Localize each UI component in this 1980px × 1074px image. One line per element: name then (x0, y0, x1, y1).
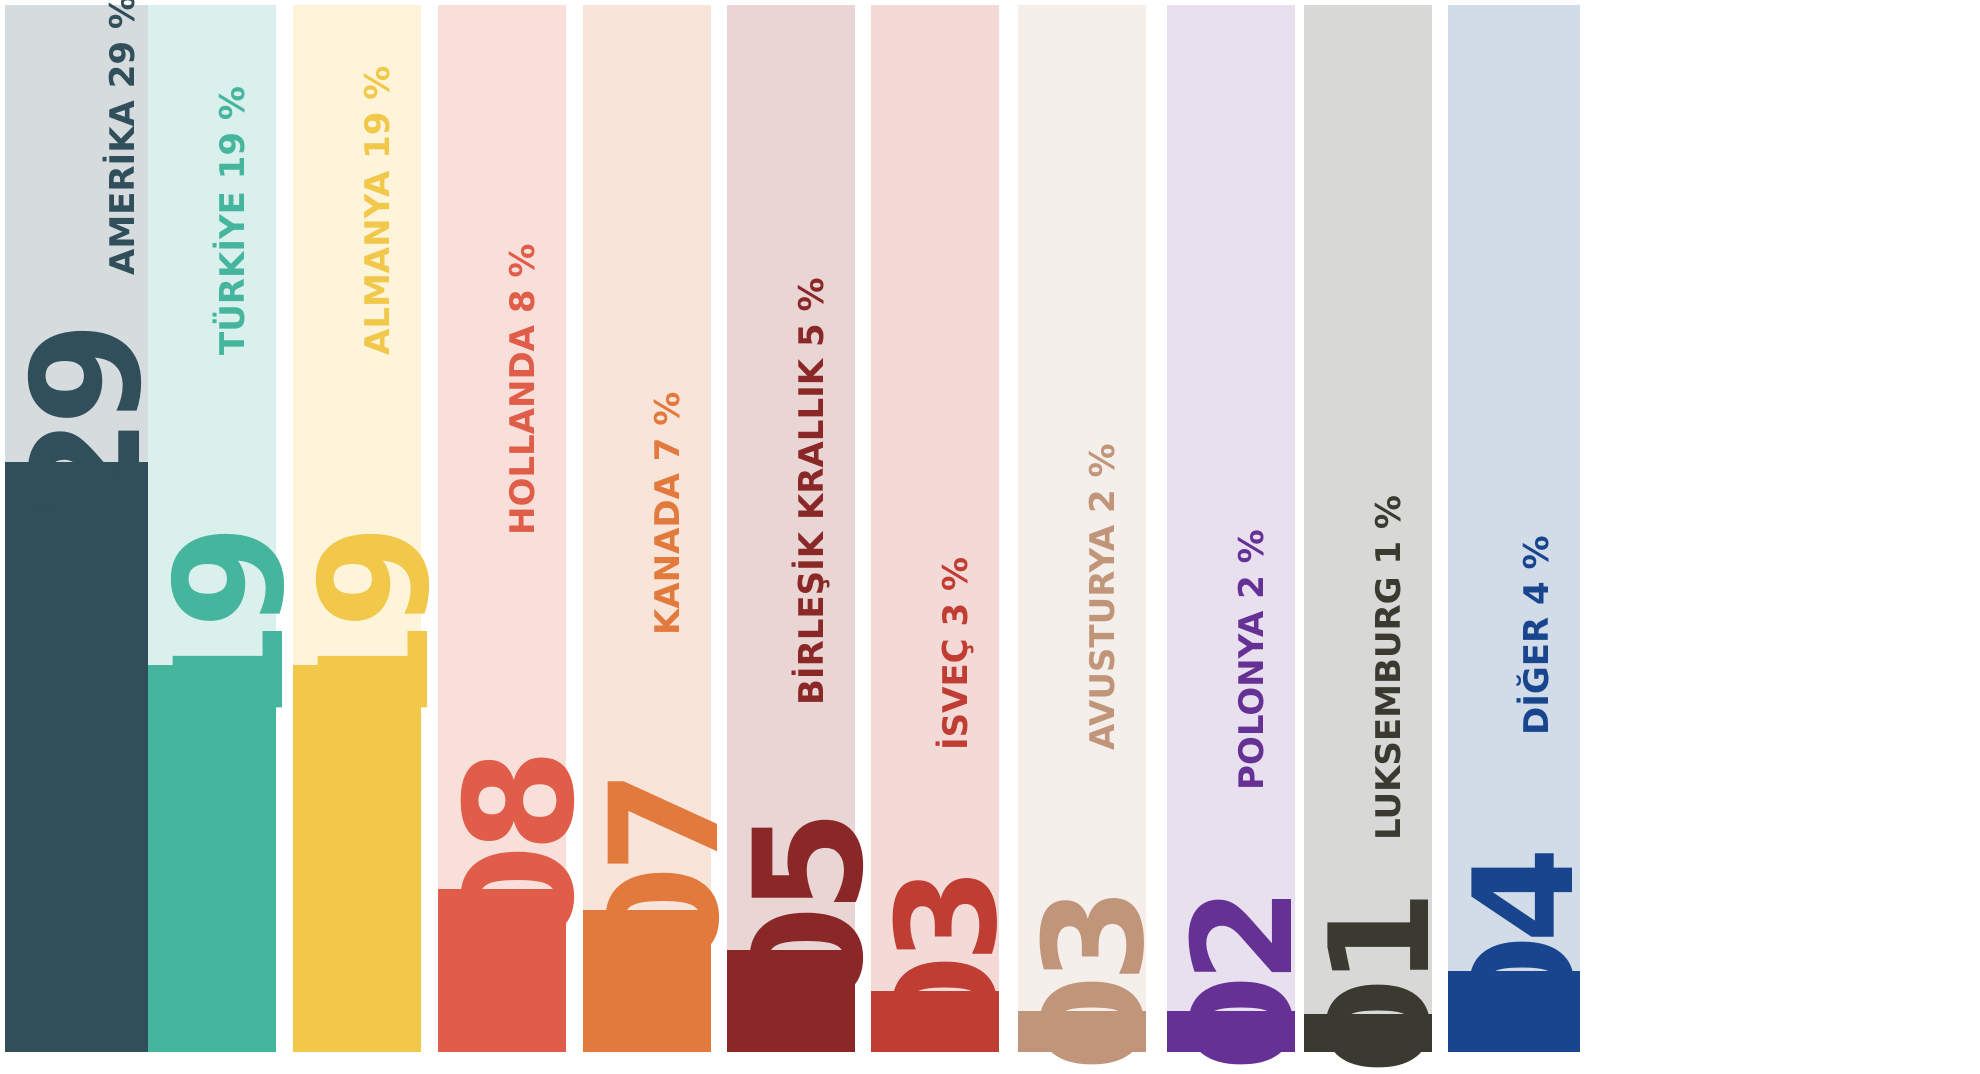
bar (1018, 1011, 1146, 1052)
bar (1304, 1014, 1432, 1052)
percent-label: 29 % (103, 0, 143, 101)
percent-label: 19 % (358, 65, 398, 171)
country-name: POLONYA (1232, 610, 1272, 790)
country-label: AVUSTURYA 2 % (1083, 443, 1123, 750)
percent-label: 5 % (792, 277, 832, 359)
country-label: HOLLANDA 8 % (503, 243, 543, 535)
value-number: 04 (1444, 854, 1605, 1031)
country-label: İSVEÇ 3 % (936, 556, 976, 750)
column-background (1304, 5, 1432, 1052)
value-number: 19 (289, 532, 463, 726)
country-label: DİĞER 4 % (1517, 535, 1557, 735)
column-background (1448, 5, 1580, 1052)
column-background (871, 5, 999, 1052)
country-label: POLONYA 2 % (1232, 529, 1272, 790)
percent-label: 4 % (1517, 535, 1557, 617)
country-name: İSVEÇ (936, 638, 976, 750)
value-number: 19 (144, 532, 318, 726)
percent-label: 3 % (936, 556, 976, 639)
percent-label: 1 % (1369, 495, 1409, 577)
value-number: 03 (867, 874, 1028, 1051)
country-label: ALMANYA 19 % (358, 65, 398, 355)
bar (5, 462, 166, 1052)
country-label: LUKSEMBURG 1 % (1369, 495, 1409, 840)
value-number: 03 (1014, 895, 1175, 1072)
value-number: 29 (1, 329, 175, 522)
country-label: KANADA 7 % (648, 391, 688, 635)
country-name: TÜRKİYE (213, 191, 253, 355)
percent-label: 2 % (1232, 529, 1272, 611)
bar (1167, 1011, 1295, 1052)
column-background (727, 5, 855, 1052)
bar (871, 990, 999, 1052)
country-name: DİĞER (1517, 616, 1557, 735)
country-label: AMERİKA 29 % (103, 0, 143, 275)
country-name: LUKSEMBURG (1369, 576, 1409, 840)
column-background (1167, 5, 1295, 1052)
country-label: BİRLEŞİK KRALLIK 5 % (792, 277, 832, 705)
bar (293, 665, 421, 1052)
country-name: KANADA (648, 473, 688, 635)
value-number: 02 (1163, 895, 1324, 1072)
country-name: AMERİKA (103, 100, 143, 275)
bar (438, 889, 566, 1052)
value-number: 05 (723, 817, 897, 1011)
bar (583, 909, 711, 1052)
percent-label: 19 % (213, 86, 253, 192)
percent-label: 8 % (503, 243, 543, 325)
country-name: HOLLANDA (503, 325, 543, 535)
value-number: 07 (579, 776, 753, 970)
percent-label: 7 % (648, 391, 688, 474)
country-name: BİRLEŞİK KRALLIK (792, 358, 832, 705)
column-background (1018, 5, 1146, 1052)
country-label: TÜRKİYE 19 % (213, 86, 253, 355)
country-name: ALMANYA (358, 170, 398, 355)
bar (1448, 970, 1580, 1052)
column-background (438, 5, 566, 1052)
bar (727, 950, 855, 1052)
column-background (583, 5, 711, 1052)
value-number: 01 (1300, 897, 1461, 1074)
value-number: 08 (434, 756, 608, 950)
country-name: AVUSTURYA (1083, 524, 1123, 750)
percent-label: 2 % (1083, 443, 1123, 525)
bar (148, 665, 276, 1052)
